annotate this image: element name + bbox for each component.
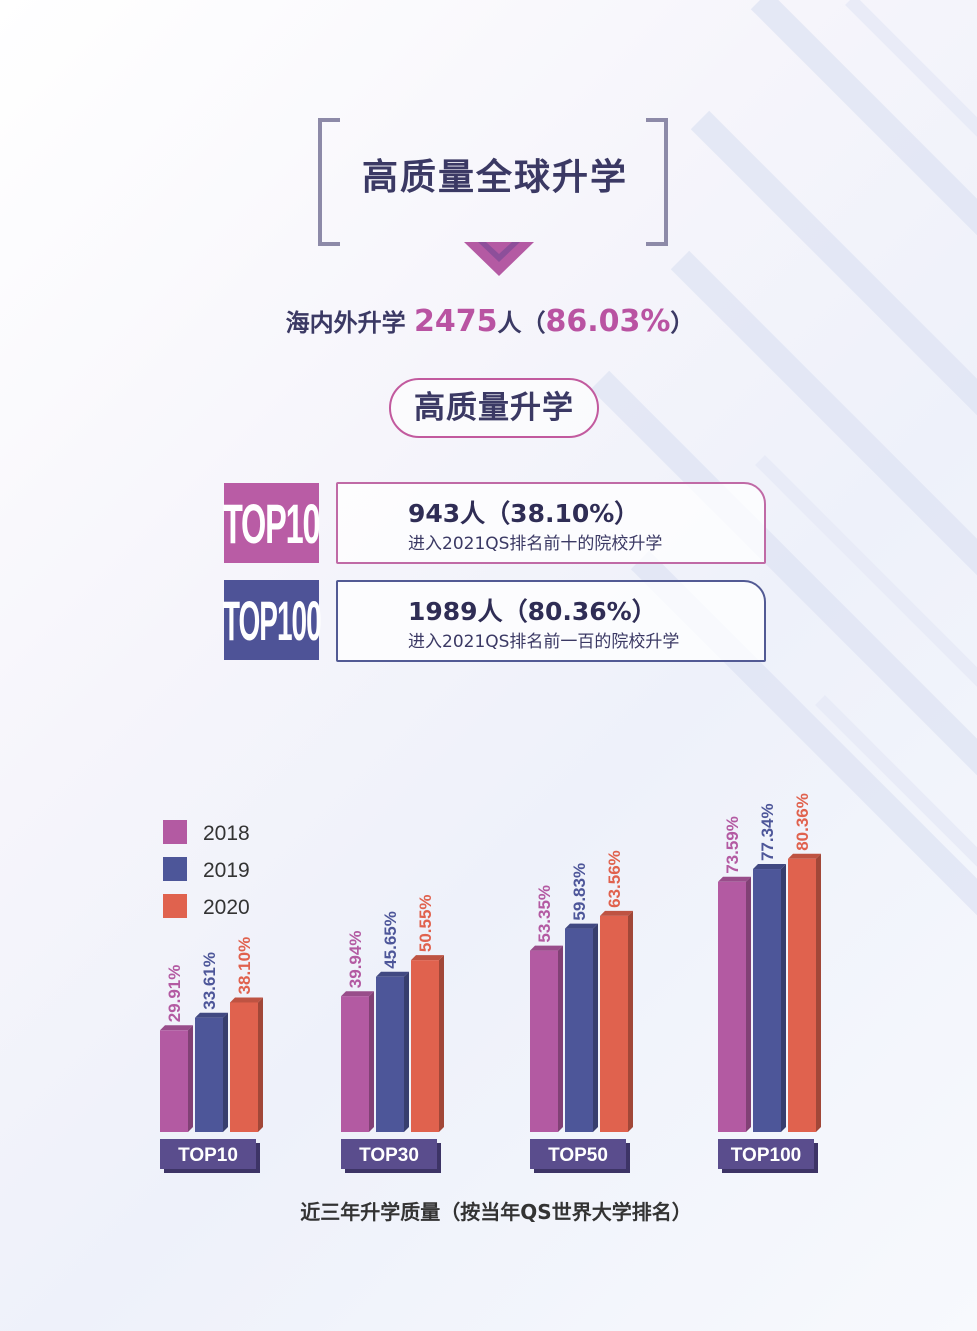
bar-top-TOP10-2020 [230,997,263,1003]
legend-swatch-2018 [163,820,187,844]
category-box-TOP100 [718,1139,814,1169]
chart-caption: 近三年升学质量（按当年QS世界大学排名） [300,1200,692,1224]
top100-tag: TOP100 [222,580,322,660]
category-box-TOP30 [341,1139,437,1169]
data-label-TOP30-2020: 50.55% [416,894,435,952]
legend-label-2020: 2020 [203,896,250,919]
category-label-TOP100: TOP100 [731,1145,801,1166]
summary-line: 海内外升学 2475人（86.03%） [200,303,780,339]
summary-count: 2475 [413,304,498,339]
bar-top-TOP100-2019 [753,864,786,870]
category-label-TOP50: TOP50 [548,1145,608,1166]
bar-side-TOP50-2019 [593,923,598,1132]
data-label-TOP10-2018: 29.91% [165,965,184,1023]
bar-top-TOP10-2018 [160,1025,193,1031]
bar-TOP10-2019 [195,1017,223,1132]
bar-TOP100-2018 [718,881,746,1132]
top100-stat-box: 1989人（80.36%） 进入2021QS排名前一百的院校升学 [336,580,766,662]
data-label-TOP100-2020: 80.36% [793,793,812,851]
data-label-TOP30-2018: 39.94% [346,931,365,989]
top100-headline: 1989人（80.36%） [408,597,657,626]
category-box-TOP10 [160,1139,256,1169]
bar-TOP30-2018 [341,996,369,1132]
top100-detail: 进入2021QS排名前一百的院校升学 [408,632,680,652]
bar-TOP30-2019 [376,976,404,1132]
summary-mid: 人（ [497,309,546,337]
bar-top-TOP100-2020 [788,853,821,859]
title-bracket-right [646,118,668,246]
bar-side-TOP50-2018 [558,945,563,1132]
top10-tag: TOP10 [223,483,321,563]
bar-top-TOP30-2019 [376,971,409,977]
bar-side-TOP30-2019 [404,971,409,1132]
page-title: 高质量全球升学 [361,157,628,198]
bar-top-TOP50-2020 [600,910,633,916]
bar-top-TOP10-2019 [195,1012,228,1018]
data-label-TOP100-2019: 77.34% [758,803,777,861]
chevron-down-icon [464,242,534,276]
bar-side-TOP100-2018 [746,876,751,1132]
bar-top-TOP30-2018 [341,991,374,997]
bar-TOP100-2019 [753,869,781,1132]
category-box-TOP50 [530,1139,626,1169]
bar-TOP10-2018 [160,1030,188,1132]
bar-top-TOP50-2018 [530,945,563,951]
bar-TOP50-2019 [565,928,593,1132]
legend-swatch-2020 [163,894,187,918]
bar-side-TOP10-2019 [223,1012,228,1132]
bar-top-TOP30-2020 [411,955,444,961]
title-bracket-left [318,118,340,246]
bar-top-TOP50-2019 [565,923,598,929]
bar-side-TOP30-2018 [369,991,374,1132]
bar-TOP10-2020 [230,1002,258,1132]
bar-side-TOP100-2020 [816,853,821,1132]
legend-label-2018: 2018 [203,822,250,845]
legend-swatch-2019 [163,857,187,881]
data-label-TOP10-2020: 38.10% [235,937,254,995]
top10-headline: 943人（38.10%） [408,499,640,528]
top100-tag-label: TOP100 [222,588,322,652]
data-label-TOP10-2019: 33.61% [200,952,219,1010]
bar-side-TOP100-2019 [781,864,786,1132]
category-label-TOP10: TOP10 [178,1145,238,1166]
bar-side-TOP50-2020 [628,910,633,1132]
bar-TOP30-2020 [411,960,439,1132]
bar-TOP50-2018 [530,950,558,1132]
summary-percent: 86.03% [545,304,671,339]
data-label-TOP100-2018: 73.59% [723,816,742,874]
legend-label-2019: 2019 [203,859,250,882]
bar-TOP50-2020 [600,915,628,1132]
subheading-pill: 高质量升学 [389,378,599,438]
top10-detail: 进入2021QS排名前十的院校升学 [408,534,663,554]
top10-tag-label: TOP10 [223,491,321,555]
summary-prefix: 海内外升学 [285,309,414,337]
bar-top-TOP100-2018 [718,876,751,882]
data-label-TOP50-2018: 53.35% [535,885,554,943]
bar-side-TOP30-2020 [439,955,444,1132]
data-label-TOP30-2019: 45.65% [381,911,400,969]
summary-suffix: ） [670,309,695,337]
bar-TOP100-2020 [788,858,816,1132]
data-label-TOP50-2020: 63.56% [605,850,624,908]
bar-side-TOP10-2018 [188,1025,193,1132]
top10-stat-box: 943人（38.10%） 进入2021QS排名前十的院校升学 [336,482,766,564]
data-label-TOP50-2019: 59.83% [570,863,589,921]
bar-side-TOP10-2020 [258,997,263,1132]
category-label-TOP30: TOP30 [359,1145,419,1166]
